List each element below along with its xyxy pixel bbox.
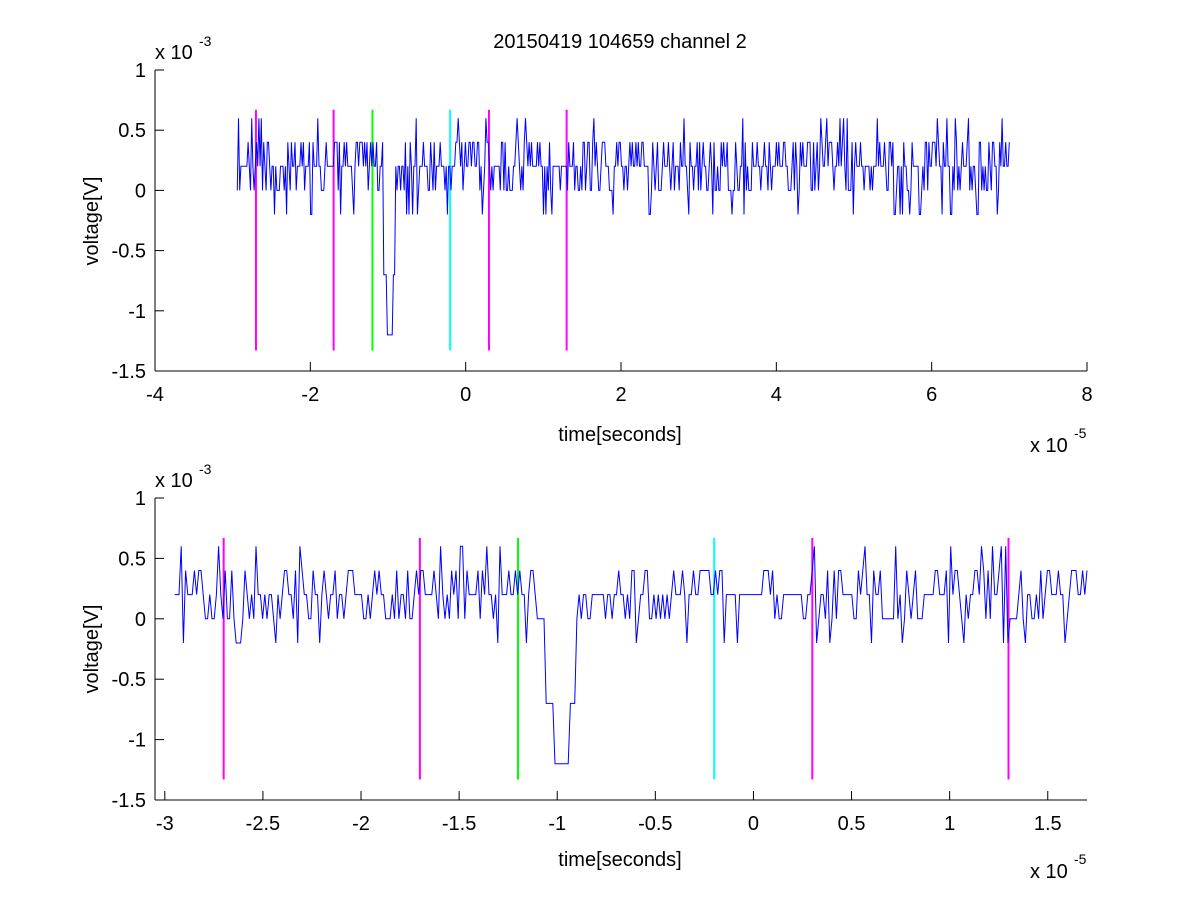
bottom-x-exponent: x 10 -5 (1030, 851, 1087, 883)
top-axes: -4 -2 0 2 4 6 8 -1.5-1-0.500.51 time[seconds] … (81, 33, 1093, 457)
top-y-exponent-base: x 10 (155, 42, 193, 64)
top-y-exponent-power: -3 (199, 33, 212, 49)
bottom-x-tick-label: -0.5 (638, 813, 672, 835)
bottom-x-tick-label: -3 (156, 813, 174, 835)
top-y-tick-label: -1 (128, 301, 146, 323)
bottom-y-tick-label: 1 (135, 488, 146, 510)
bottom-x-exponent-power: -5 (1074, 851, 1087, 867)
top-x-tick-label: 8 (1081, 384, 1092, 406)
top-y-tick-label: 0.5 (118, 120, 146, 142)
bottom-event-markers (222, 537, 1010, 780)
bottom-x-tick-label: -1 (548, 813, 566, 835)
bottom-y-exponent: x 10 -3 (155, 461, 212, 492)
top-y-tick-label: 0 (135, 180, 146, 202)
top-y-tick-label: -0.5 (112, 241, 146, 263)
bottom-y-tick-label: -0.5 (112, 669, 146, 691)
top-y-tick-label: -1.5 (112, 361, 146, 383)
bottom-x-tick-label: 0 (748, 813, 759, 835)
top-x-exponent-base: x 10 (1030, 435, 1068, 457)
bottom-x-exponent-base: x 10 (1030, 861, 1068, 883)
bottom-x-ticks: -3 -2.5 -2 -1.5 -1 -0.5 0 0.5 1 1.5 (156, 791, 1062, 835)
top-x-tick-label: -2 (301, 384, 319, 406)
bottom-y-ticks: -1.5 -1 -0.5 0 0.5 1 (112, 488, 164, 812)
top-voltage-trace (236, 118, 1010, 336)
top-y-ticks: -1.5 -1 -0.5 0 0.5 1 (112, 60, 164, 383)
bottom-y-tick-label: -1 (128, 730, 146, 752)
bottom-x-tick-label: -1.5 (442, 813, 476, 835)
bottom-plot-area (174, 537, 1088, 780)
bottom-x-tick-label: -2.5 (246, 813, 280, 835)
bottom-x-axis-label: time[seconds] (558, 849, 681, 871)
top-y-exponent: x 10 -3 (155, 33, 212, 64)
bottom-y-axis-label: voltage[V] (81, 605, 103, 694)
top-x-ticks: -4 -2 0 2 4 6 8 (146, 362, 1093, 406)
bottom-y-tick-label: 0 (135, 609, 146, 631)
top-x-tick-label: -4 (146, 384, 164, 406)
top-x-exponent: x 10 -5 (1030, 425, 1087, 457)
bottom-axis-frame (154, 498, 1087, 801)
bottom-x-tick-label: 1 (944, 813, 955, 835)
bottom-y-tick-label: -1.5 (112, 790, 146, 812)
top-y-tick-label: 1 (135, 60, 146, 82)
bottom-y-exponent-power: -3 (199, 461, 212, 477)
bottom-y-tick-label: 0.5 (118, 548, 146, 570)
top-x-tick-label: 6 (926, 384, 937, 406)
top-x-tick-label: 0 (460, 384, 471, 406)
top-x-tick-label: 2 (615, 384, 626, 406)
bottom-voltage-trace (174, 545, 1088, 765)
bottom-x-tick-label: 0.5 (838, 813, 866, 835)
bottom-axes: -3 -2.5 -2 -1.5 -1 -0.5 0 0.5 1 1.5 -1.5 -1 -0.5 0 0.… (81, 461, 1088, 883)
bottom-y-exponent-base: x 10 (155, 470, 193, 492)
top-x-exponent-power: -5 (1074, 425, 1087, 441)
top-y-axis-label: voltage[V] (81, 177, 103, 266)
bottom-x-tick-label: -2 (352, 813, 370, 835)
figure-title: 20150419 104659 channel 2 (493, 31, 747, 53)
top-x-axis-label: time[seconds] (558, 424, 681, 446)
top-x-tick-label: 4 (771, 384, 782, 406)
bottom-x-tick-label: 1.5 (1034, 813, 1062, 835)
top-plot-area (236, 109, 1010, 351)
